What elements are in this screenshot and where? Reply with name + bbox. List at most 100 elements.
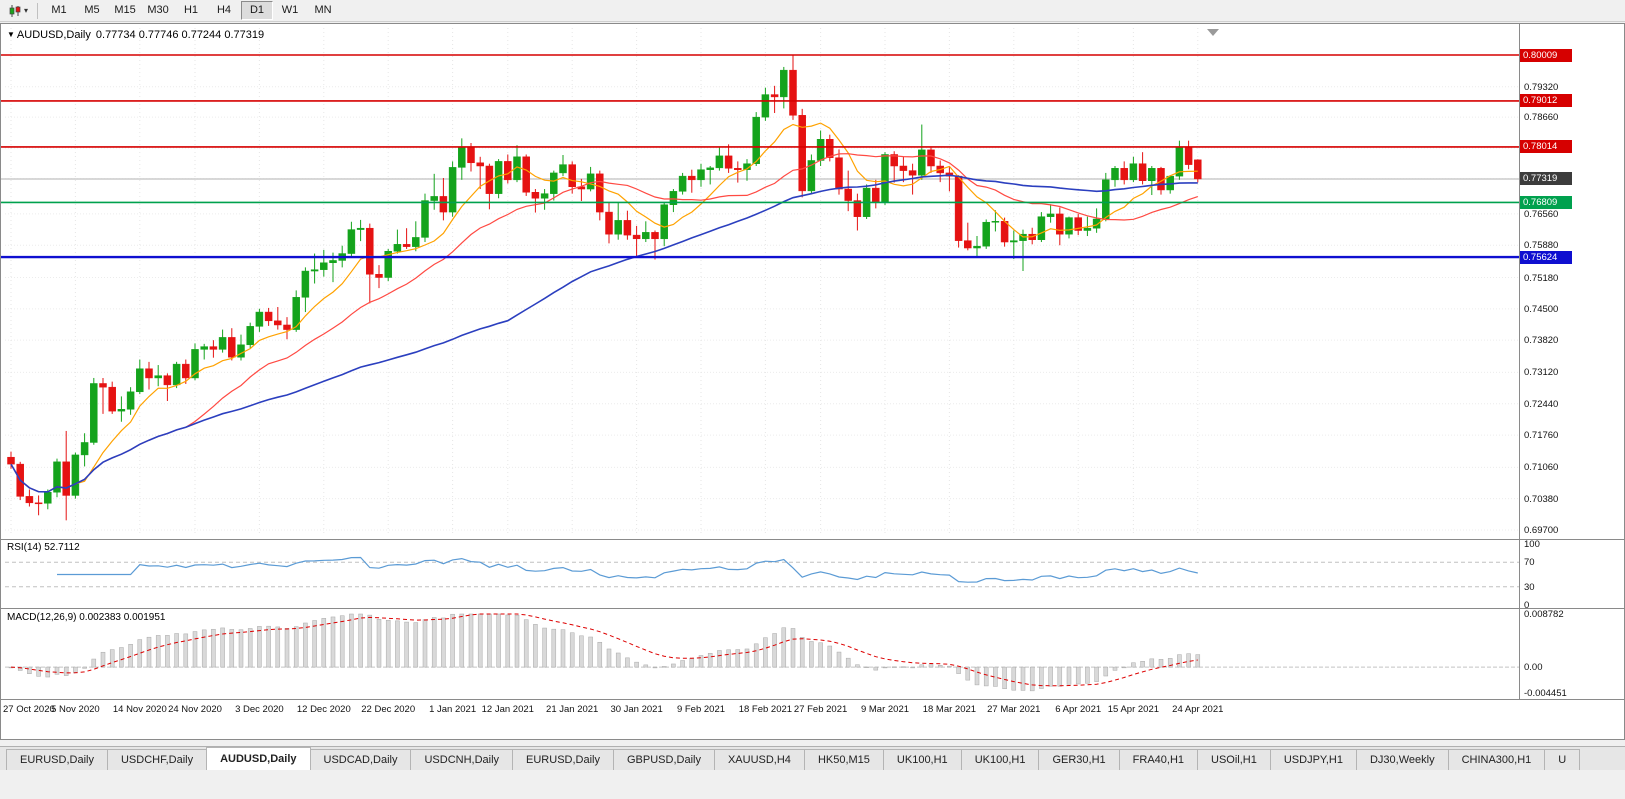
chart-tab-usdcad-daily[interactable]: USDCAD,Daily xyxy=(309,749,412,770)
price-tick: 0.75180 xyxy=(1524,272,1559,284)
chart-tab-xauusd-h4[interactable]: XAUUSD,H4 xyxy=(713,749,805,770)
date-label: 9 Mar 2021 xyxy=(860,704,910,715)
moving-averages xyxy=(10,122,1198,493)
status-strip xyxy=(0,770,1625,799)
date-label: 5 Nov 2020 xyxy=(51,704,100,715)
price-badge-0.79012: 0.79012 xyxy=(1520,94,1572,108)
macd-panel xyxy=(5,613,1519,692)
chart-tab-dj30-weekly[interactable]: DJ30,Weekly xyxy=(1355,749,1449,770)
date-label: 12 Jan 2021 xyxy=(481,704,534,715)
date-label: 18 Mar 2021 xyxy=(922,704,977,715)
date-label: 30 Jan 2021 xyxy=(610,704,663,715)
chart-tab-eurusd-daily[interactable]: EURUSD,Daily xyxy=(512,749,614,770)
symbol-period-label: AUDUSD,Daily xyxy=(16,29,91,41)
price-tick: 0.75880 xyxy=(1524,240,1559,252)
timeframe-button-h4[interactable]: H4 xyxy=(216,4,232,16)
rsi-tick: 70 xyxy=(1524,557,1535,569)
price-tick: 0.73120 xyxy=(1524,367,1559,379)
macd-tick: -0.004451 xyxy=(1524,688,1567,699)
macd-name: MACD(12,26,9) xyxy=(7,612,77,623)
chart-type-button[interactable]: ▾ xyxy=(4,1,32,21)
ma-8-line xyxy=(10,122,1198,493)
rsi-tick: 100 xyxy=(1524,539,1540,550)
date-label: 21 Jan 2021 xyxy=(546,704,599,715)
chart-shift-marker-icon[interactable] xyxy=(1207,29,1219,36)
macd-tick: 0.008782 xyxy=(1524,609,1564,620)
chart-window[interactable]: ▼ AUDUSD,Daily 0.77734 0.77746 0.77244 0.7… xyxy=(0,23,1625,740)
price-tick: 0.79320 xyxy=(1524,81,1559,93)
price-badge-0.80009: 0.80009 xyxy=(1520,48,1572,62)
ohlc-values: 0.77734 0.77746 0.77244 0.77319 xyxy=(95,29,265,41)
price-tick: 0.71060 xyxy=(1524,462,1559,474)
rsi-name: RSI(14) xyxy=(7,542,42,553)
ma-55-line xyxy=(10,174,1198,493)
timeframe-button-m30[interactable]: M30 xyxy=(147,4,169,16)
price-tick: 0.74500 xyxy=(1524,303,1559,315)
candlestick-chart-icon xyxy=(9,4,21,17)
date-label: 6 Apr 2021 xyxy=(1055,704,1102,715)
price-badge-0.76809: 0.76809 xyxy=(1520,195,1572,209)
macd-indicator-label: MACD(12,26,9) 0.002383 0.001951 xyxy=(7,612,165,623)
price-tick: 0.72440 xyxy=(1524,398,1559,410)
chart-tab-usdcnh-daily[interactable]: USDCNH,Daily xyxy=(410,749,514,770)
timeframe-button-m15[interactable]: M15 xyxy=(114,4,136,16)
chart-grid xyxy=(5,28,1519,536)
timeframe-button-mn[interactable]: MN xyxy=(314,4,332,16)
chart-tab-usdchf-daily[interactable]: USDCHF,Daily xyxy=(106,749,208,770)
timeframe-button-h1[interactable]: H1 xyxy=(183,4,199,16)
macd-signal-value: 0.001951 xyxy=(123,612,166,623)
support-resistance-lines[interactable] xyxy=(1,54,1519,259)
timeframe-button-d1[interactable]: D1 xyxy=(241,1,274,20)
date-label: 24 Nov 2020 xyxy=(168,704,222,715)
rsi-indicator-label: RSI(14) 52.7112 xyxy=(7,542,80,553)
macd-signal-line xyxy=(10,613,1198,687)
rsi-value: 52.7112 xyxy=(44,542,80,553)
date-label: 14 Nov 2020 xyxy=(112,704,167,715)
date-label: 18 Feb 2021 xyxy=(738,704,793,715)
chart-tab-hk50-m15[interactable]: HK50,M15 xyxy=(803,749,884,770)
chart-tab-uk100-h1[interactable]: UK100,H1 xyxy=(960,749,1040,770)
chart-tab-fra40-h1[interactable]: FRA40,H1 xyxy=(1118,749,1199,770)
date-label: 27 Feb 2021 xyxy=(793,704,848,715)
chart-tab-usdjpy-h1[interactable]: USDJPY,H1 xyxy=(1269,749,1357,770)
chart-tab-gbpusd-daily[interactable]: GBPUSD,Daily xyxy=(613,749,715,770)
chart-tab-u[interactable]: U xyxy=(1544,749,1581,770)
price-tick: 0.71760 xyxy=(1524,430,1559,442)
rsi-tick: 0 xyxy=(1524,600,1530,611)
chart-tab-usoil-h1[interactable]: USOil,H1 xyxy=(1197,749,1271,770)
chart-tab-bar: EURUSD,Daily USDCHF,Daily AUDUSD,Daily USDC… xyxy=(0,746,1625,770)
price-tick: 0.76560 xyxy=(1524,208,1559,220)
rsi-line xyxy=(57,556,1198,583)
price-tick: 0.73820 xyxy=(1524,335,1559,347)
rsi-tick: 30 xyxy=(1524,581,1535,593)
chart-tab-eurusd-daily[interactable]: EURUSD,Daily xyxy=(6,749,108,770)
date-label: 15 Apr 2021 xyxy=(1107,704,1160,715)
price-badge-0.78014: 0.78014 xyxy=(1520,140,1572,154)
window-marker-icon: ▼ xyxy=(7,30,15,39)
price-badge-0.75624: 0.75624 xyxy=(1520,250,1572,264)
timeframe-button-m5[interactable]: M5 xyxy=(84,4,100,16)
timeframe-button-w1[interactable]: W1 xyxy=(281,4,299,16)
price-tick: 0.70380 xyxy=(1524,493,1559,505)
date-label: 12 Dec 2020 xyxy=(296,704,351,715)
ma-20-line xyxy=(10,153,1198,493)
date-label: 3 Dec 2020 xyxy=(235,704,284,715)
macd-main-value: 0.002383 xyxy=(79,612,121,623)
timeframe-toolbar: ▾ M1 M5 M15 M30 H1 H4 D1 W1 MN xyxy=(0,0,1625,22)
chart-title: ▼ AUDUSD,Daily 0.77734 0.77746 0.77244 0.7… xyxy=(7,29,264,41)
date-label: 27 Oct 2020 xyxy=(3,704,55,715)
toolbar-separator xyxy=(37,2,39,19)
chart-tab-uk100-h1[interactable]: UK100,H1 xyxy=(882,749,962,770)
chart-canvas[interactable] xyxy=(0,23,1625,740)
price-badge-0.77319: 0.77319 xyxy=(1520,172,1572,186)
price-tick: 0.69700 xyxy=(1524,525,1559,536)
chart-tab-audusd-daily[interactable]: AUDUSD,Daily xyxy=(206,747,311,770)
chart-tab-ger30-h1[interactable]: GER30,H1 xyxy=(1038,749,1120,770)
date-label: 1 Jan 2021 xyxy=(429,704,477,715)
chart-tab-china300-h1[interactable]: CHINA300,H1 xyxy=(1447,749,1546,770)
timeframe-buttons: M1 M5 M15 M30 H1 H4 D1 W1 MN xyxy=(43,1,340,20)
timeframe-button-m1[interactable]: M1 xyxy=(51,4,67,16)
date-label: 22 Dec 2020 xyxy=(361,704,416,715)
macd-tick: 0.00 xyxy=(1524,662,1543,674)
date-label: 24 Apr 2021 xyxy=(1172,704,1224,715)
